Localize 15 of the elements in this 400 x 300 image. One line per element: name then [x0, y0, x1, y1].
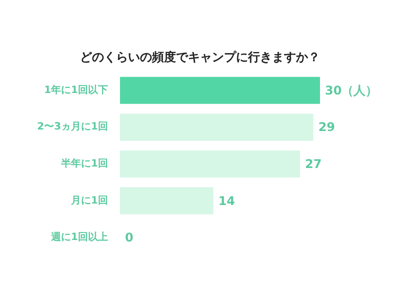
data-label: 27	[305, 157, 322, 171]
data-label: 14	[218, 194, 236, 208]
y-tick-label: 2〜3ヵ月に1回	[37, 122, 108, 133]
y-tick-label: 1年に1回以下	[44, 84, 108, 96]
data-label: 29	[318, 120, 336, 134]
data-label: 0	[125, 230, 134, 245]
bar	[120, 187, 214, 214]
bar	[120, 76, 320, 104]
y-tick-label: 半年に1回	[60, 158, 108, 170]
y-tick-label: 月に1回	[70, 195, 108, 206]
bar	[120, 114, 314, 141]
bar	[120, 150, 300, 178]
y-tick-label: 週に1回以上	[50, 231, 108, 244]
chart-title: どのくらいの頻度でキャンプに行きますか？	[80, 50, 320, 64]
data-label: 30（人）	[325, 83, 378, 98]
